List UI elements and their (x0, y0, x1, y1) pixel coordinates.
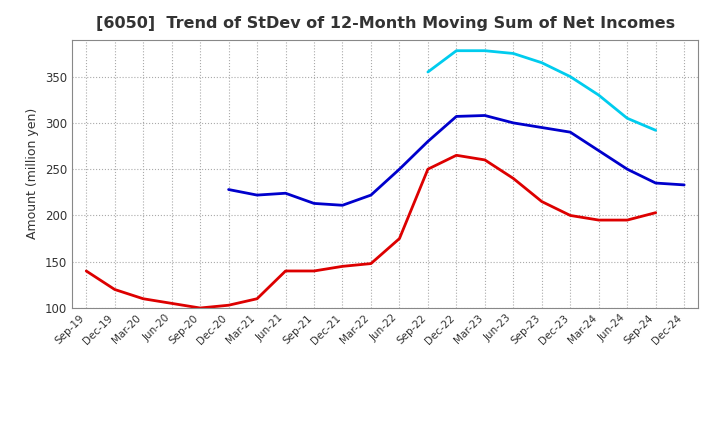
7 Years (423, 70, 432, 75)
7 Years (537, 60, 546, 66)
7 Years (480, 48, 489, 53)
Y-axis label: Amount (million yen): Amount (million yen) (27, 108, 40, 239)
3 Years (110, 287, 119, 292)
7 Years (509, 51, 518, 56)
Line: 3 Years: 3 Years (86, 155, 656, 308)
3 Years (282, 268, 290, 274)
7 Years (652, 128, 660, 133)
5 Years (509, 120, 518, 125)
3 Years (310, 268, 318, 274)
5 Years (595, 148, 603, 153)
5 Years (366, 192, 375, 198)
5 Years (480, 113, 489, 118)
5 Years (225, 187, 233, 192)
3 Years (480, 157, 489, 162)
5 Years (680, 182, 688, 187)
3 Years (423, 166, 432, 172)
3 Years (82, 268, 91, 274)
5 Years (652, 180, 660, 186)
3 Years (537, 199, 546, 204)
Title: [6050]  Trend of StDev of 12-Month Moving Sum of Net Incomes: [6050] Trend of StDev of 12-Month Moving… (96, 16, 675, 32)
5 Years (310, 201, 318, 206)
7 Years (623, 116, 631, 121)
5 Years (566, 129, 575, 135)
5 Years (338, 203, 347, 208)
5 Years (395, 166, 404, 172)
3 Years (253, 296, 261, 301)
3 Years (225, 303, 233, 308)
5 Years (452, 114, 461, 119)
Line: 7 Years: 7 Years (428, 51, 656, 130)
Line: 5 Years: 5 Years (229, 115, 684, 205)
5 Years (423, 139, 432, 144)
7 Years (595, 92, 603, 98)
3 Years (196, 305, 204, 311)
3 Years (395, 236, 404, 241)
3 Years (338, 264, 347, 269)
5 Years (537, 125, 546, 130)
3 Years (366, 261, 375, 266)
3 Years (652, 210, 660, 215)
3 Years (566, 213, 575, 218)
5 Years (623, 166, 631, 172)
3 Years (139, 296, 148, 301)
7 Years (566, 74, 575, 79)
3 Years (595, 217, 603, 223)
5 Years (253, 192, 261, 198)
3 Years (509, 176, 518, 181)
3 Years (167, 301, 176, 306)
3 Years (452, 153, 461, 158)
7 Years (452, 48, 461, 53)
3 Years (623, 217, 631, 223)
5 Years (282, 191, 290, 196)
